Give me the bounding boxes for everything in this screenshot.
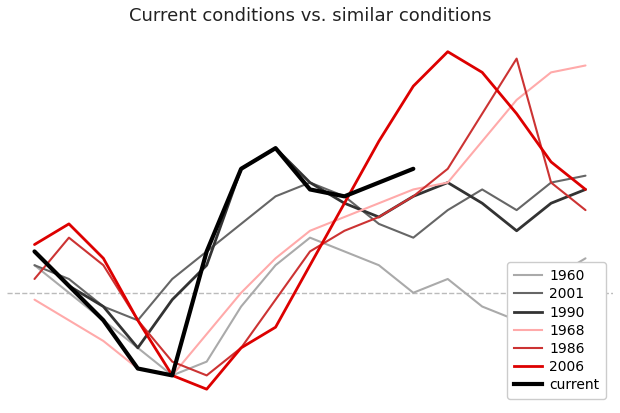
Title: Current conditions vs. similar conditions: Current conditions vs. similar condition… xyxy=(129,7,491,25)
Legend: 1960, 2001, 1990, 1968, 1986, 2006, current: 1960, 2001, 1990, 1968, 1986, 2006, curr… xyxy=(507,262,606,399)
